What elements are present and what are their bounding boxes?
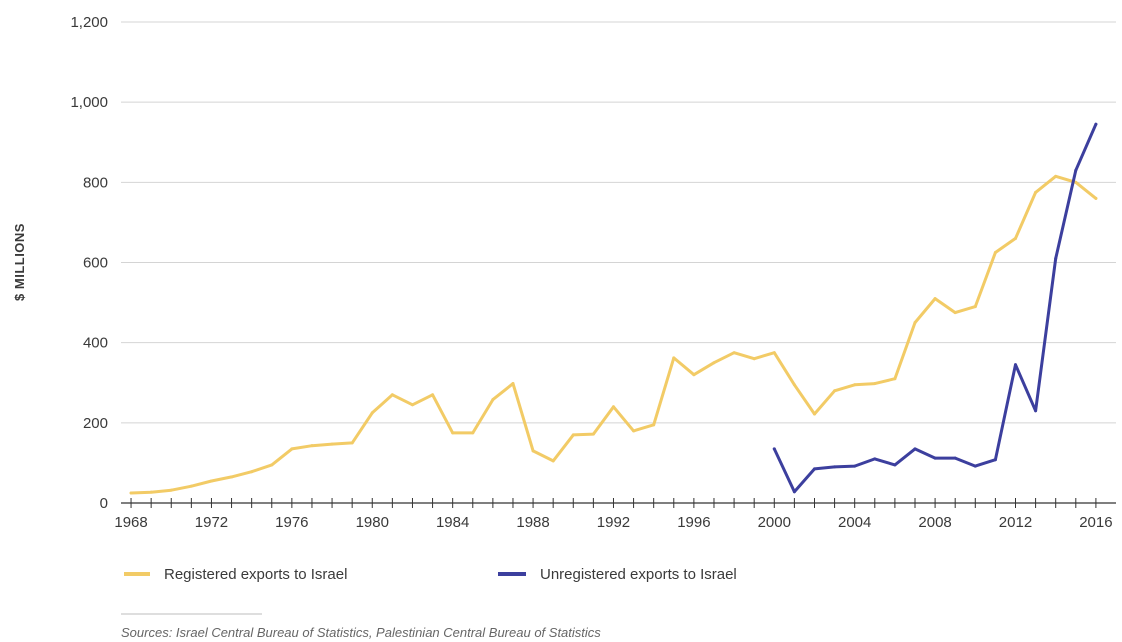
- y-tick-label: 600: [83, 255, 108, 272]
- x-tick-label: 2000: [758, 514, 791, 531]
- y-tick-label: 0: [100, 495, 108, 512]
- y-tick-label: 1,000: [70, 94, 108, 111]
- data-point: [1013, 363, 1017, 367]
- data-point: [149, 490, 153, 494]
- data-point: [893, 463, 897, 467]
- data-point: [230, 475, 234, 479]
- data-point: [772, 351, 776, 355]
- data-point: [913, 447, 917, 451]
- data-point: [471, 431, 475, 435]
- data-point: [833, 389, 837, 393]
- data-point: [511, 382, 515, 386]
- data-point: [611, 405, 615, 409]
- series-lines: [129, 122, 1098, 495]
- y-tick-label: 400: [83, 335, 108, 352]
- x-tick-label: 1976: [275, 514, 308, 531]
- y-tick-label: 800: [83, 174, 108, 191]
- data-point: [873, 457, 877, 461]
- data-point: [752, 357, 756, 361]
- data-point: [491, 398, 495, 402]
- data-point: [792, 490, 796, 494]
- data-point: [290, 447, 294, 451]
- data-point: [692, 373, 696, 377]
- data-point: [632, 429, 636, 433]
- legend: Registered exports to Israel Unregistere…: [124, 566, 737, 583]
- x-tick-label: 1996: [677, 514, 710, 531]
- data-point: [913, 321, 917, 325]
- data-point: [431, 393, 435, 397]
- data-point: [993, 250, 997, 254]
- data-point: [953, 311, 957, 315]
- data-point: [370, 411, 374, 415]
- source-note: Sources: Israel Central Bureau of Statis…: [121, 625, 601, 640]
- series-line-unregistered: [772, 122, 1098, 494]
- x-tick-label: 1968: [114, 514, 147, 531]
- data-point: [250, 470, 254, 474]
- x-tick-label: 1972: [195, 514, 228, 531]
- x-tick-label: 2016: [1079, 514, 1112, 531]
- data-point: [973, 305, 977, 309]
- y-tick-label: 1,200: [70, 14, 108, 31]
- gridlines: [121, 21, 1116, 424]
- data-point: [189, 484, 193, 488]
- data-point: [732, 351, 736, 355]
- data-point: [1054, 174, 1058, 178]
- legend-label-unregistered: Unregistered exports to Israel: [540, 566, 737, 583]
- x-tick-label: 1992: [597, 514, 630, 531]
- data-point: [853, 464, 857, 468]
- data-point: [712, 361, 716, 365]
- data-point: [169, 488, 173, 492]
- data-point: [330, 442, 334, 446]
- x-tick-label: 2012: [999, 514, 1032, 531]
- data-point: [310, 444, 314, 448]
- data-point: [270, 463, 274, 467]
- data-point: [1094, 196, 1098, 200]
- data-point: [993, 458, 997, 462]
- data-point: [812, 467, 816, 471]
- data-point: [833, 465, 837, 469]
- x-tick-label: 1980: [356, 514, 389, 531]
- data-point: [933, 297, 937, 301]
- data-point: [772, 447, 776, 451]
- data-point: [933, 456, 937, 460]
- data-point: [973, 464, 977, 468]
- data-point: [1054, 256, 1058, 260]
- data-point: [1013, 236, 1017, 240]
- x-axis: 1968 1972 1976 1980 1984 1988 1992 1996 2000 2004…: [114, 498, 1116, 531]
- x-tick-label: 1984: [436, 514, 469, 531]
- y-tick-label: 200: [83, 415, 108, 432]
- series-line-registered: [129, 174, 1098, 495]
- data-point: [672, 356, 676, 360]
- data-point: [350, 441, 354, 445]
- data-point: [531, 449, 535, 453]
- data-point: [1074, 168, 1078, 172]
- data-point: [1034, 190, 1038, 194]
- data-point: [390, 393, 394, 397]
- data-point: [853, 383, 857, 387]
- x-tick-label: 2008: [918, 514, 951, 531]
- data-point: [129, 491, 133, 495]
- legend-label-registered: Registered exports to Israel: [164, 566, 347, 583]
- data-point: [571, 433, 575, 437]
- data-point: [812, 412, 816, 416]
- x-tick-label: 1988: [516, 514, 549, 531]
- data-point: [1074, 180, 1078, 184]
- data-point: [953, 456, 957, 460]
- y-axis-ticks: 0 200 400 600 800 1,000 1,200: [70, 14, 108, 512]
- data-point: [873, 382, 877, 386]
- data-point: [1094, 122, 1098, 126]
- data-point: [652, 423, 656, 427]
- data-point: [451, 431, 455, 435]
- data-point: [410, 403, 414, 407]
- data-point: [792, 383, 796, 387]
- data-point: [209, 479, 213, 483]
- y-axis-label: $ MILLIONS: [12, 223, 27, 301]
- data-point: [1034, 409, 1038, 413]
- data-point: [591, 432, 595, 436]
- data-point: [551, 459, 555, 463]
- data-point: [893, 377, 897, 381]
- x-tick-label: 2004: [838, 514, 871, 531]
